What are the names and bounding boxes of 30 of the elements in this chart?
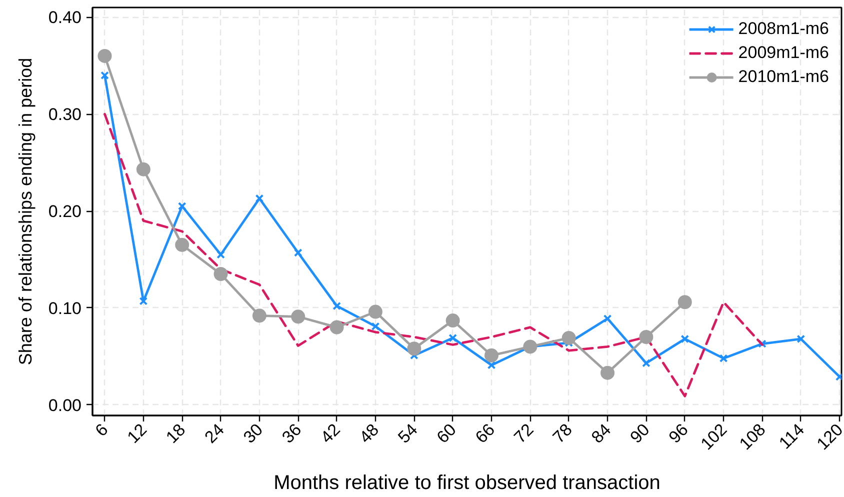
x-tick-label: 96 (665, 420, 692, 447)
y-tick-label: 0.40 (48, 8, 82, 28)
legend-label: 2009m1-m6 (738, 43, 829, 63)
x-tick-label: 102 (697, 420, 731, 454)
x-axis-title: Months relative to first observed transaction (274, 472, 660, 494)
y-axis-title: Share of relationships ending in period (15, 58, 36, 366)
x-tick-label: 12 (124, 420, 150, 447)
x-tick-label: 66 (472, 420, 499, 447)
x-tick-label: 54 (394, 420, 422, 447)
x-tick-label: 36 (278, 420, 306, 447)
x-tick-label: 108 (736, 420, 770, 454)
x-tick-label: 30 (240, 420, 267, 447)
x-tick-label: 42 (317, 420, 344, 447)
x-tick-label: 84 (588, 420, 615, 447)
x-tick-label: 78 (549, 420, 576, 447)
legend-label: 2010m1-m6 (738, 67, 829, 87)
x-tick-label: 114 (775, 420, 808, 453)
x-tick-label: 18 (162, 420, 190, 447)
legend-label: 2008m1-m6 (738, 19, 829, 39)
x-tick-label: 120 (813, 420, 844, 454)
x-tick-label: 60 (433, 420, 460, 447)
x-tick-label: 72 (510, 420, 538, 447)
x-tick-label: 24 (201, 420, 228, 447)
y-tick-label: 0.10 (48, 298, 82, 318)
y-tick-label: 0.20 (48, 202, 82, 222)
x-tick-label: 48 (356, 420, 383, 447)
x-tick-label: 6 (92, 420, 112, 440)
x-tick-label: 90 (626, 420, 654, 447)
y-tick-label: 0.00 (48, 396, 82, 415)
y-tick-label: 0.30 (48, 105, 82, 124)
